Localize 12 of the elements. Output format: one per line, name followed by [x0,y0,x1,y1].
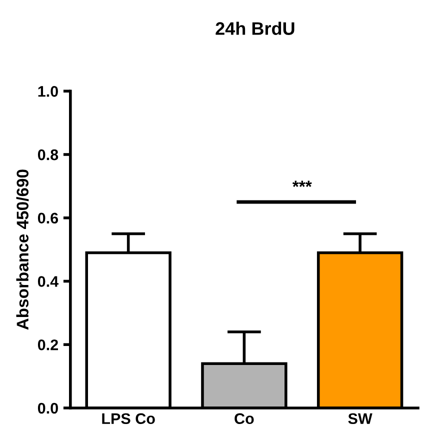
x-tick-label: Co [234,413,254,424]
y-tick-label: 1.0 [38,86,58,97]
y-tick-label: 0.0 [38,402,58,414]
y-axis-title: Absorbance 450/690 [16,170,29,330]
y-tick-label: 0.6 [38,212,58,224]
x-tick-label: SW [348,413,372,424]
y-tick-label: 0.4 [38,276,59,287]
chart-title: 24h BrdU [216,22,294,35]
x-tick-label: LPS Co [102,413,155,424]
y-tick-label: 0.8 [38,149,58,160]
annotation: *** [292,180,312,187]
y-tick-label: 0.2 [38,339,58,350]
